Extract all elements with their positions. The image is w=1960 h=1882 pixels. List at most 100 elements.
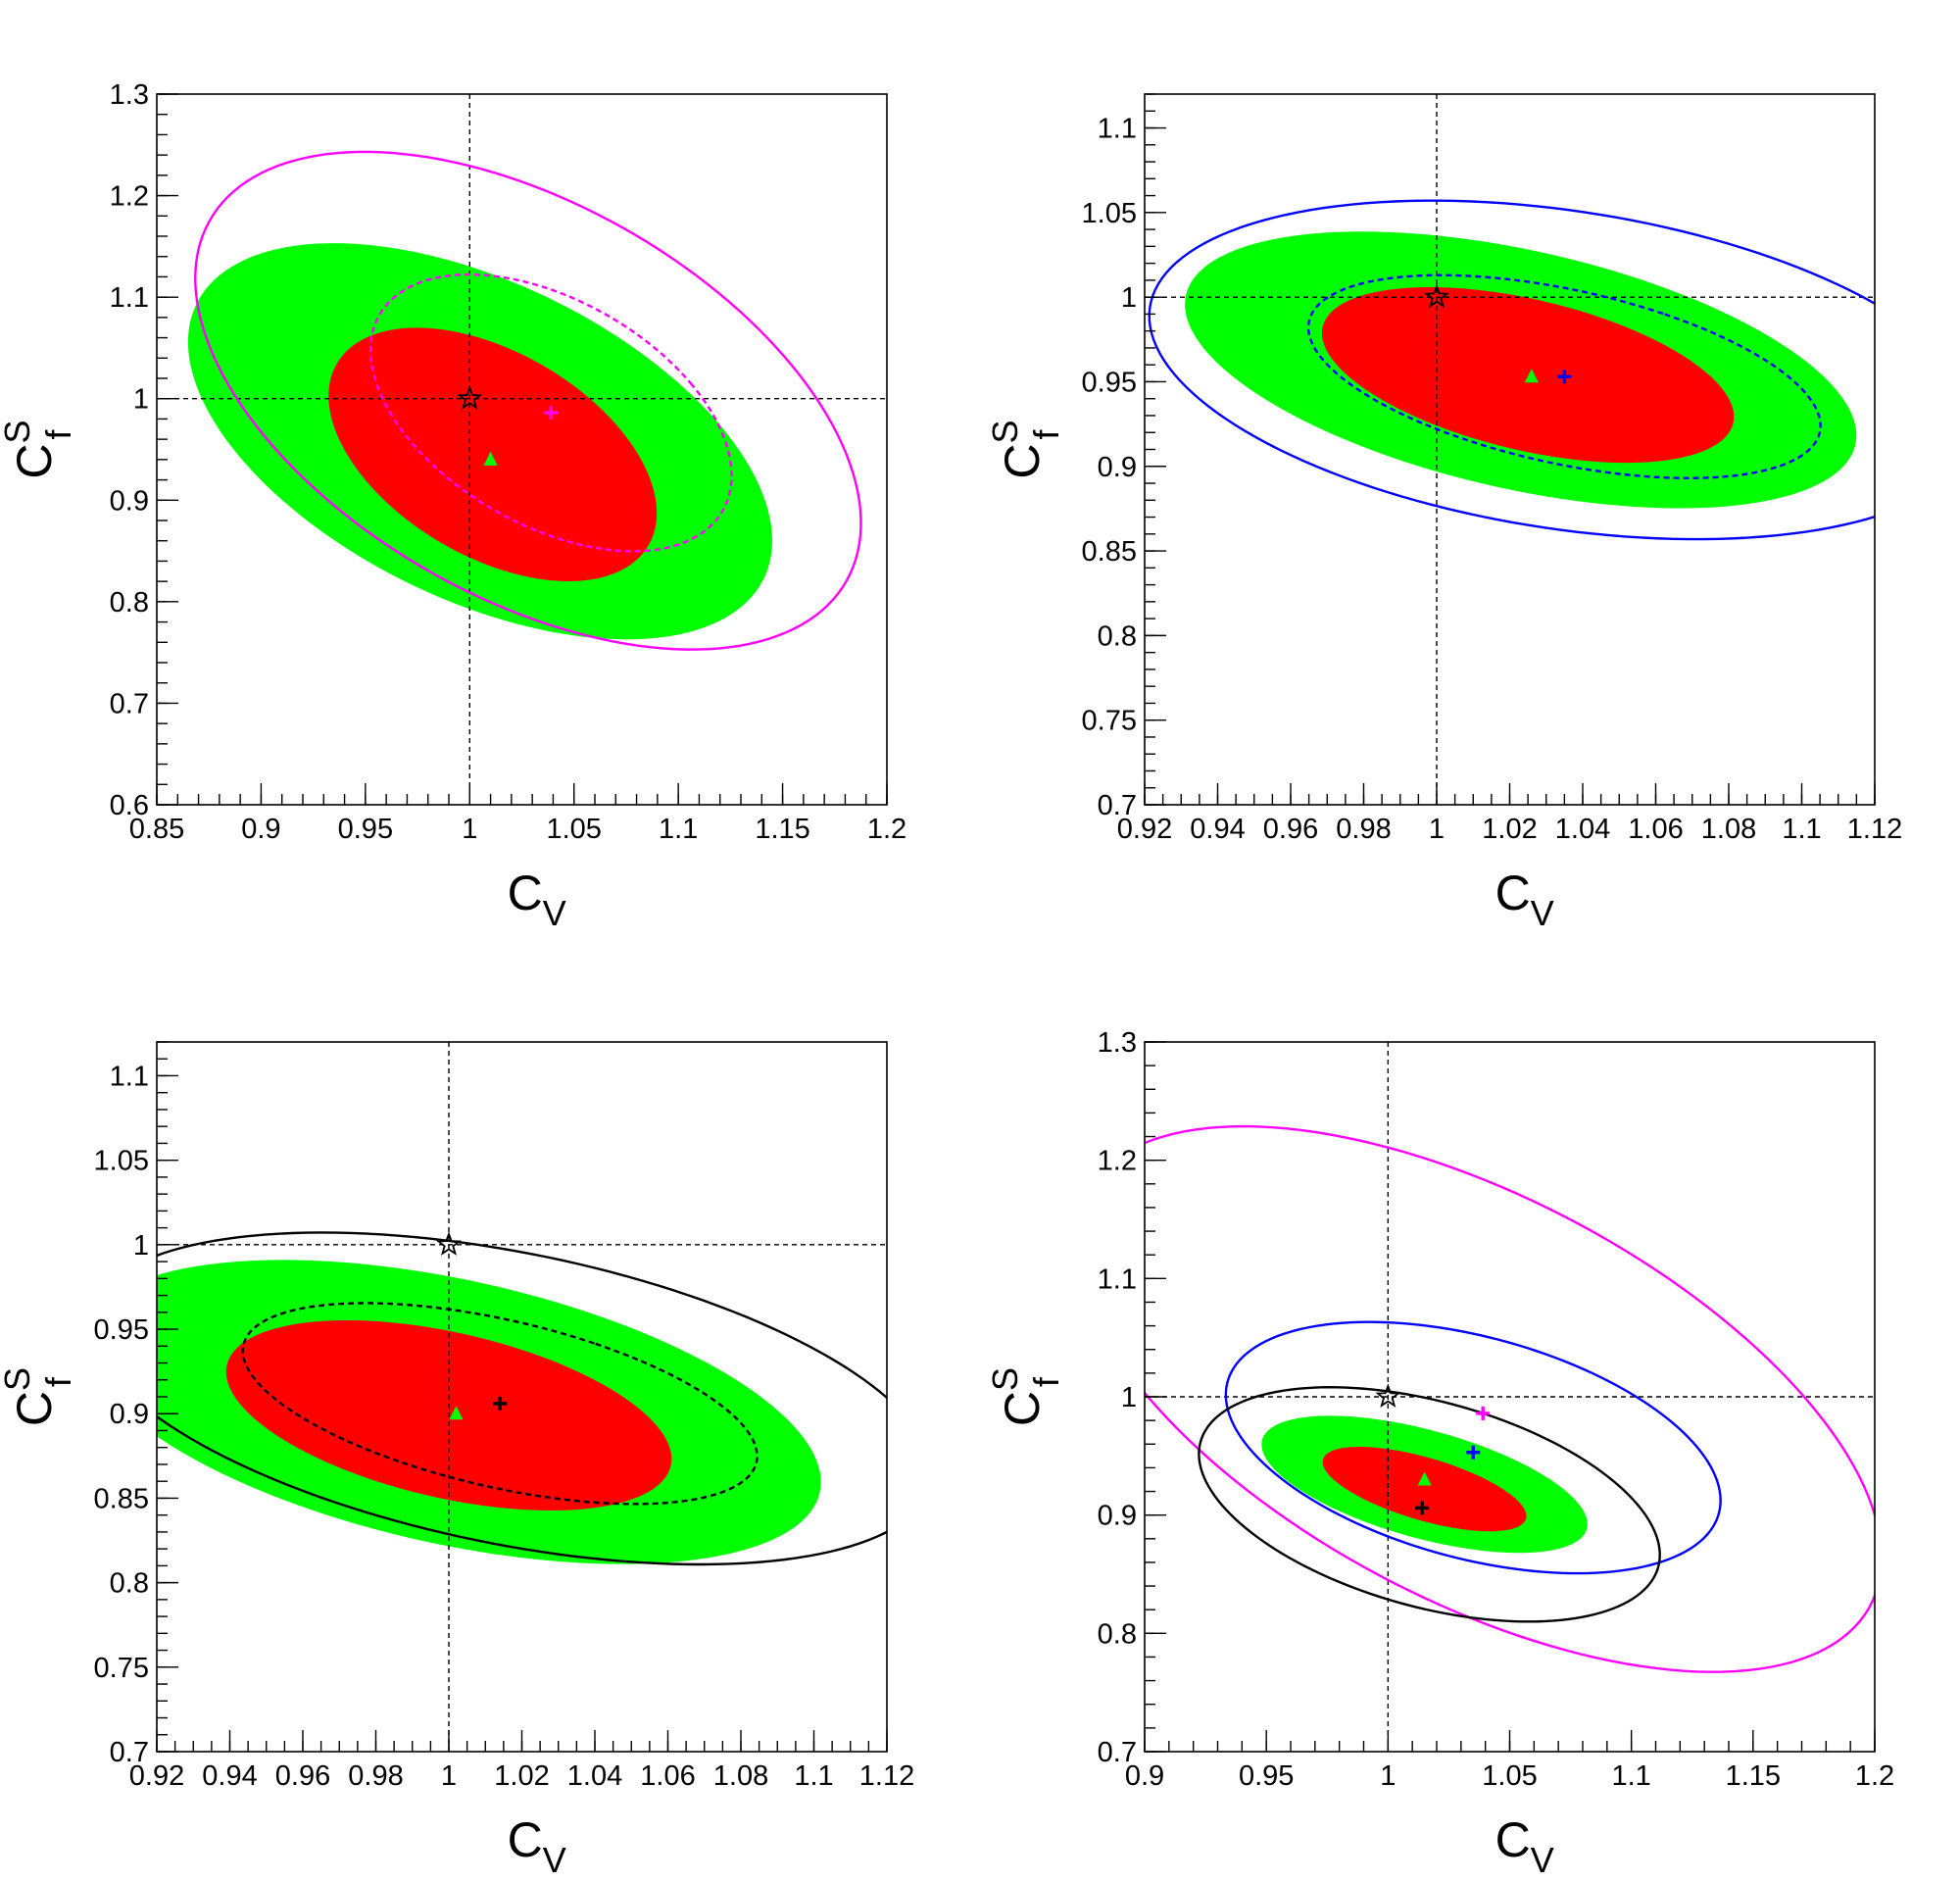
- x-tick-label: 0.9: [1125, 1760, 1164, 1792]
- contour-blue-solid: [1224, 1320, 1722, 1575]
- x-tick-label: 1.08: [1701, 814, 1756, 845]
- cross-marker: [1466, 1445, 1481, 1460]
- region-1sigma: [1322, 1447, 1527, 1532]
- x-tick-label: 0.85: [129, 814, 184, 845]
- region-1sigma: [328, 327, 658, 581]
- panel-top-right: 0.92 0.94 0.96 0.98 1 1.02 1.04 1.06 1.08 1.1 1.12…: [985, 93, 1902, 933]
- y-tick-label: 1.1: [1098, 114, 1137, 145]
- plot-area: [157, 94, 887, 805]
- x-tick-label: 0.94: [202, 1760, 257, 1792]
- x-tick-label: 0.96: [275, 1760, 330, 1792]
- plot-area: [157, 1042, 887, 1752]
- x-tick-label: 1.12: [1847, 814, 1902, 845]
- y-tick-label: 1.1: [1098, 1263, 1137, 1295]
- sm-star-marker: [1424, 283, 1449, 309]
- y-tick-label: 0.8: [1098, 620, 1137, 652]
- cross-marker: [544, 406, 559, 421]
- x-tick-label: 1.15: [1726, 1760, 1781, 1792]
- triangle-marker: [449, 1406, 464, 1420]
- y-axis-title: CSf: [0, 420, 78, 478]
- cross-marker: [1476, 1406, 1491, 1420]
- y-tick-label: 1: [133, 384, 149, 416]
- contour-inner-dashed: [368, 272, 733, 553]
- triangle-marker: [1524, 369, 1539, 383]
- x-axis-title: CV: [1495, 866, 1554, 933]
- y-tick-label: 0.75: [94, 1653, 149, 1684]
- x-tick-label: 1.04: [567, 1760, 622, 1792]
- y-tick-label: 1.2: [1098, 1146, 1137, 1177]
- x-tick-label: 1.1: [794, 1760, 833, 1792]
- cross-marker: [1415, 1501, 1430, 1515]
- axis-ticks: [156, 93, 888, 806]
- x-tick-label: 1.06: [640, 1760, 695, 1792]
- x-tick-label: 0.92: [1117, 814, 1172, 845]
- x-tick-label: 1: [462, 814, 477, 845]
- region-1sigma: [1321, 286, 1735, 464]
- cross-marker: [493, 1396, 508, 1411]
- y-tick-label: 0.7: [1098, 790, 1137, 821]
- panel-top-left: 0.85 0.9 0.95 1 1.05 1.1 1.15 1.2 0.6 0.7 0.8 0.9 1 1…: [0, 79, 906, 933]
- y-tick-label: 1: [133, 1230, 149, 1262]
- y-tick-label: 1.05: [94, 1146, 149, 1177]
- y-tick-label: 0.8: [110, 1568, 149, 1600]
- x-tick-label: 1.08: [713, 1760, 768, 1792]
- y-tick-label: 1.3: [1098, 1027, 1137, 1059]
- contour-inner-dashed: [241, 1302, 759, 1506]
- y-tick-label: 0.9: [110, 1399, 149, 1430]
- x-tick-label: 1.02: [494, 1760, 549, 1792]
- y-tick-label: 0.8: [1098, 1618, 1137, 1650]
- y-tick-label: 0.95: [1082, 367, 1137, 398]
- axis-ticks: [1144, 1041, 1876, 1753]
- x-tick-label: 1.1: [1612, 1760, 1651, 1792]
- x-tick-label: 1.2: [1855, 1760, 1894, 1792]
- y-tick-label: 1.3: [110, 79, 149, 111]
- panel-bottom-right: 0.9 0.95 1 1.05 1.1 1.15 1.2 0.7 0.8 0.9 1 1.1 1.2 1.…: [985, 1027, 1894, 1880]
- axis-ticks: [1144, 93, 1876, 806]
- y-tick-label: 0.9: [1098, 1501, 1137, 1532]
- x-tick-label: 1.1: [1782, 814, 1821, 845]
- x-tick-label: 1.04: [1555, 814, 1610, 845]
- y-tick-label: 0.7: [1098, 1737, 1137, 1768]
- x-tick-label: 0.96: [1263, 814, 1318, 845]
- x-axis-title: CV: [1495, 1812, 1554, 1880]
- y-tick-label: 0.7: [110, 1737, 149, 1768]
- x-axis-title: CV: [508, 866, 566, 933]
- x-tick-label: 1.05: [1482, 1760, 1537, 1792]
- axis-ticks: [156, 1041, 888, 1753]
- x-axis-title: CV: [508, 1812, 566, 1880]
- x-tick-label: 0.95: [1239, 1760, 1294, 1792]
- y-tick-label: 0.85: [1082, 536, 1137, 568]
- x-tick-label: 0.95: [338, 814, 393, 845]
- x-tick-label: 1: [1380, 1760, 1396, 1792]
- y-tick-label: 0.6: [110, 790, 149, 821]
- x-tick-label: 1.05: [546, 814, 601, 845]
- sm-star-marker: [1375, 1383, 1401, 1408]
- y-tick-label: 1.1: [110, 282, 149, 314]
- x-tick-label: 1: [441, 1760, 457, 1792]
- y-tick-label: 0.95: [94, 1314, 149, 1346]
- cross-marker: [1557, 370, 1572, 384]
- plot-frame: [156, 93, 888, 806]
- x-tick-label: 0.98: [1336, 814, 1391, 845]
- x-tick-label: 1.2: [867, 814, 906, 845]
- plot-area: [1145, 94, 1875, 805]
- y-tick-label: 0.8: [110, 587, 149, 619]
- contour-black-solid: [1198, 1386, 1661, 1623]
- y-tick-label: 1.05: [1082, 198, 1137, 229]
- panel-bottom-left: 0.92 0.94 0.96 0.98 1 1.02 1.04 1.06 1.08 1.1 1.12…: [0, 1041, 914, 1880]
- triangle-marker: [483, 451, 498, 466]
- y-tick-label: 0.9: [1098, 452, 1137, 483]
- y-tick-label: 0.7: [110, 688, 149, 719]
- y-tick-label: 0.85: [94, 1483, 149, 1514]
- y-axis-title: CSf: [985, 1367, 1066, 1426]
- x-tick-label: 1.12: [859, 1760, 914, 1792]
- contour-outer-solid: [1148, 199, 1875, 541]
- y-tick-label: 1: [1121, 1382, 1137, 1413]
- x-tick-label: 1.06: [1628, 814, 1683, 845]
- x-tick-label: 1.02: [1482, 814, 1537, 845]
- triangle-marker: [1417, 1471, 1432, 1486]
- contour-outer-solid: [194, 150, 862, 651]
- plot-area: [1145, 1042, 1875, 1752]
- sm-star-marker: [436, 1231, 462, 1256]
- y-tick-label: 0.75: [1082, 706, 1137, 737]
